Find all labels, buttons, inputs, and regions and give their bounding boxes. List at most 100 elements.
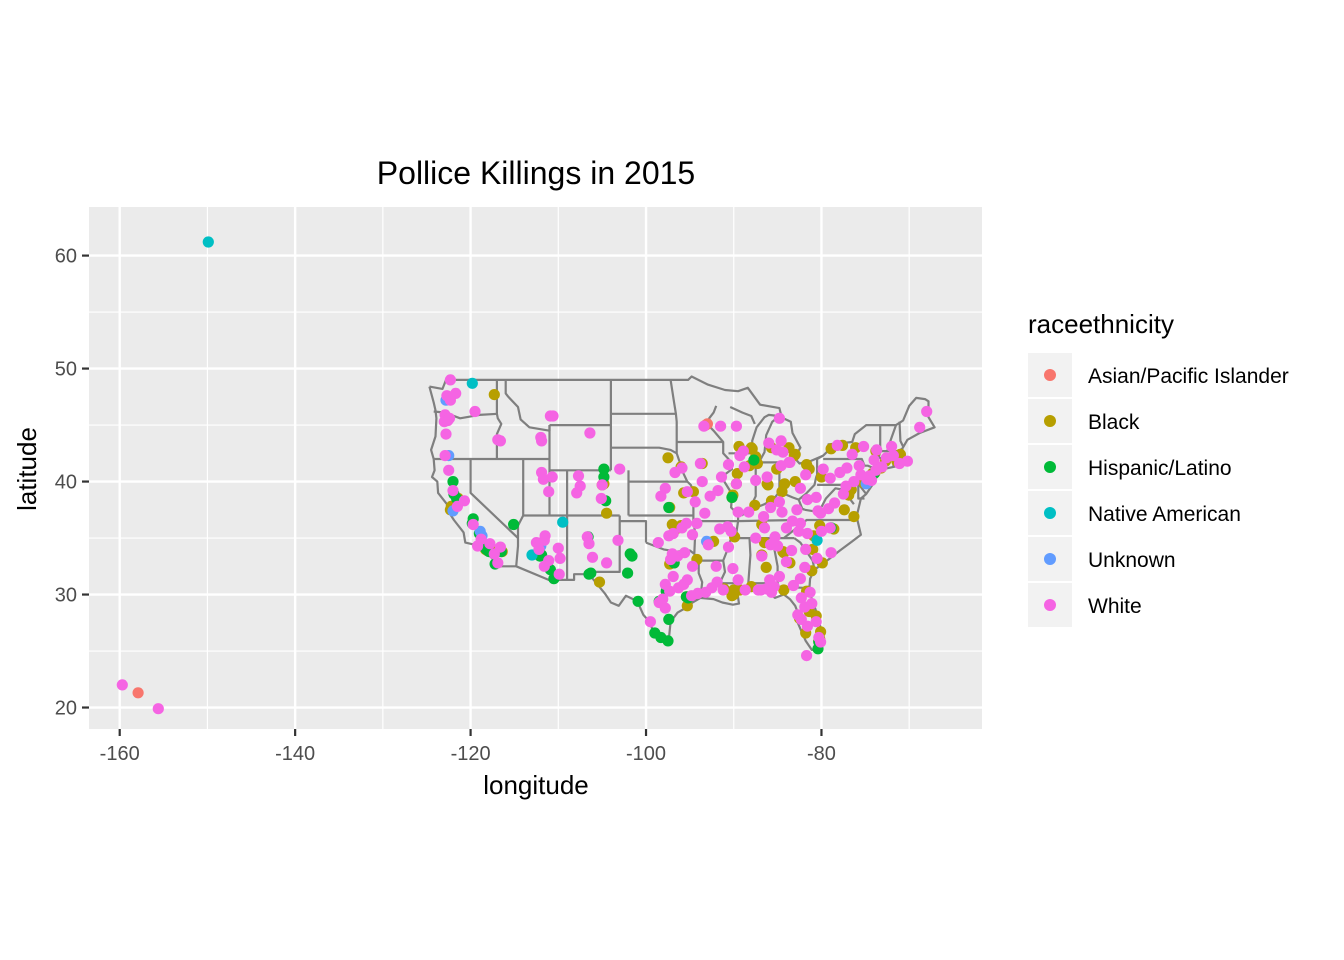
data-point xyxy=(858,440,870,453)
data-point xyxy=(663,501,675,514)
data-point xyxy=(824,472,836,484)
data-point xyxy=(750,474,762,486)
y-tick-label: 50 xyxy=(55,359,77,381)
data-point xyxy=(800,543,812,556)
state-border xyxy=(746,538,752,591)
state-border xyxy=(619,520,648,543)
data-point xyxy=(601,507,613,519)
data-point xyxy=(572,470,585,482)
data-point xyxy=(838,504,850,516)
data-point xyxy=(811,552,823,565)
x-tick-label: -140 xyxy=(275,743,315,765)
data-point xyxy=(543,486,555,498)
data-point xyxy=(584,427,596,439)
data-point xyxy=(699,507,711,519)
data-point xyxy=(731,468,743,480)
data-point xyxy=(443,464,455,476)
data-point xyxy=(466,377,478,389)
data-point xyxy=(667,570,679,583)
legend-title: raceethnicity xyxy=(1028,309,1174,339)
data-point xyxy=(727,563,739,575)
data-point xyxy=(728,584,740,596)
data-point xyxy=(765,501,777,514)
data-point xyxy=(865,474,878,486)
data-point xyxy=(712,485,724,497)
state-border xyxy=(504,379,551,432)
y-axis: 20 30 40 50 60 xyxy=(55,246,89,720)
state-border xyxy=(898,421,905,447)
y-axis-label: latitude xyxy=(12,427,42,511)
legend-marker xyxy=(1044,415,1056,427)
data-point xyxy=(737,445,750,457)
data-point xyxy=(756,550,768,562)
data-point xyxy=(595,492,607,505)
panel-background xyxy=(89,207,982,729)
legend: raceethnicity Asian/Pacific Islander Blac… xyxy=(1028,309,1289,627)
data-point xyxy=(811,534,823,546)
data-point xyxy=(815,636,827,648)
data-point xyxy=(612,534,624,546)
data-point xyxy=(793,525,805,537)
data-point xyxy=(791,504,803,516)
x-tick-label: -80 xyxy=(807,743,836,765)
data-point xyxy=(649,627,661,639)
y-tick-label: 30 xyxy=(55,585,77,607)
data-point xyxy=(667,527,679,540)
data-point xyxy=(659,602,671,614)
data-point xyxy=(804,586,816,598)
data-point xyxy=(694,457,707,470)
data-point xyxy=(132,687,144,699)
data-point xyxy=(507,518,520,531)
data-point xyxy=(439,450,451,462)
state-border xyxy=(610,446,678,455)
data-point xyxy=(825,547,837,559)
data-point xyxy=(652,537,664,549)
data-point xyxy=(739,584,751,596)
data-point xyxy=(810,616,822,628)
data-point xyxy=(553,568,565,580)
legend-marker xyxy=(1044,507,1056,519)
data-point xyxy=(765,586,778,598)
legend-label: Black xyxy=(1088,411,1140,434)
data-point xyxy=(447,485,459,497)
data-point xyxy=(773,570,786,583)
data-point xyxy=(786,544,798,557)
data-point xyxy=(715,420,727,432)
gridlines xyxy=(89,207,982,729)
data-point xyxy=(659,578,671,591)
data-point xyxy=(775,435,787,447)
data-point xyxy=(750,532,762,544)
data-point xyxy=(450,387,462,399)
state-border xyxy=(588,515,621,573)
legend-label: Asian/Pacific Islander xyxy=(1088,365,1289,388)
data-point xyxy=(725,525,737,537)
data-point xyxy=(689,496,701,508)
data-point xyxy=(536,435,548,447)
data-point xyxy=(914,421,926,433)
data-point xyxy=(771,444,783,456)
data-point xyxy=(722,541,735,553)
data-point xyxy=(494,541,506,553)
data-point xyxy=(801,494,814,506)
data-point xyxy=(662,452,674,464)
state-border xyxy=(516,459,525,539)
data-point xyxy=(848,510,860,523)
data-point xyxy=(704,490,716,502)
data-point xyxy=(644,616,657,628)
state-border xyxy=(729,405,756,425)
data-point xyxy=(447,476,459,488)
legend-marker xyxy=(1044,369,1056,381)
data-point xyxy=(202,236,214,248)
data-point xyxy=(632,595,644,607)
data-point xyxy=(547,410,559,422)
data-point xyxy=(546,471,558,483)
data-point xyxy=(614,463,626,475)
data-point xyxy=(799,561,811,574)
chart-title: Pollice Killings in 2015 xyxy=(377,155,695,191)
data-point xyxy=(601,557,613,569)
data-point xyxy=(760,561,772,574)
data-point xyxy=(698,420,710,432)
data-point xyxy=(871,444,883,456)
data-point xyxy=(680,517,693,530)
data-point xyxy=(792,609,804,621)
